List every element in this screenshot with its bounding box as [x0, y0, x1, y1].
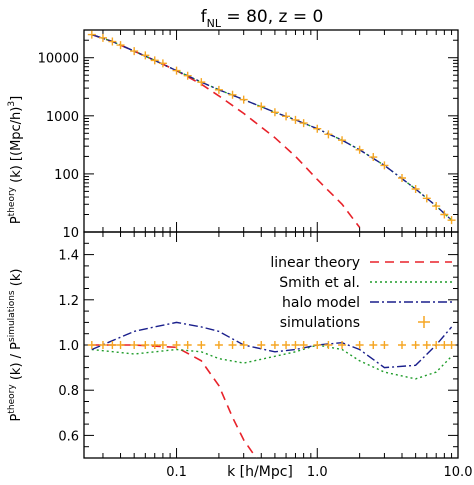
top-sim-point [422, 194, 431, 203]
top-sim-point [87, 30, 96, 39]
bottom-sim-point [447, 341, 456, 349]
bottom-sim-point [130, 341, 139, 349]
top-sim-point [313, 124, 322, 133]
bottom-sim-point [108, 341, 117, 349]
top-sim-point [141, 51, 150, 60]
bottom-line-halo-model [91, 321, 453, 369]
bottom-sim-point [183, 341, 192, 349]
top-sim-point [257, 102, 266, 111]
bottom-sim-point [291, 341, 300, 349]
bottom-sim-point [299, 341, 308, 349]
top-sim-point [172, 66, 181, 75]
top-y-axis-label: Ptheory (k) [(Mpc/h)3] [7, 96, 24, 224]
legend-label: linear theory [270, 255, 360, 271]
top-sim-point [214, 85, 223, 94]
top-sim-point [432, 202, 441, 211]
top-sim-point [324, 130, 333, 139]
bottom-plot-area [87, 321, 456, 458]
top-plot-area [87, 30, 456, 228]
bottom-y-tick-label: 1.0 [58, 339, 79, 354]
svg-text:Ptheory (k) / Psimulations (k): Ptheory (k) / Psimulations (k) [7, 269, 24, 422]
top-sim-point [447, 216, 456, 225]
bottom-sim-point [324, 341, 333, 349]
bottom-sim-point [87, 341, 96, 349]
legend-label: simulations [280, 315, 360, 331]
top-sim-point [270, 108, 279, 117]
top-sim-point [338, 136, 347, 145]
top-y-tick-label: 10000 [38, 52, 79, 67]
x-tick-label: 10.0 [444, 465, 473, 480]
top-sim-point [380, 161, 389, 170]
bottom-sim-point [214, 341, 223, 349]
legend-swatch-simulations [418, 316, 430, 328]
bottom-sim-point [338, 341, 347, 349]
legend-label: Smith et al. [279, 275, 360, 291]
x-tick-label: 1.0 [307, 465, 328, 480]
bottom-sim-point [432, 341, 441, 349]
top-sim-point [355, 145, 364, 154]
bottom-sim-point [380, 341, 389, 349]
top-sim-point [150, 56, 159, 65]
top-sim-point [291, 115, 300, 124]
top-sim-point [108, 37, 117, 46]
top-sim-point [411, 184, 420, 193]
legend-label: halo model [282, 295, 360, 311]
bottom-sim-point [422, 341, 431, 349]
top-sim-point [98, 33, 107, 42]
top-sim-point [116, 41, 125, 50]
top-y-tick-label: 1000 [46, 110, 79, 125]
bottom-sim-point [228, 341, 237, 349]
x-tick-label: 0.1 [166, 465, 187, 480]
top-sim-point [228, 90, 237, 99]
top-sim-point [282, 112, 291, 121]
bottom-y-tick-label: 0.8 [58, 384, 79, 399]
chart-title: fNL = 80, z = 0 [201, 7, 324, 30]
bottom-sim-point [257, 341, 266, 349]
top-sim-point [369, 153, 378, 162]
bottom-sim-point [397, 341, 406, 349]
bottom-line-smith-et-al [91, 344, 453, 380]
bottom-sim-point [239, 341, 248, 349]
bottom-sim-point [172, 341, 181, 349]
bottom-line-linear-theory [91, 344, 257, 458]
top-line-linear-theory [91, 33, 361, 228]
top-sim-point [197, 78, 206, 87]
bottom-sim-point [141, 341, 150, 349]
bottom-sim-point [440, 341, 449, 349]
legend: linear theory Smith et al. halo model simul… [270, 255, 452, 331]
top-sim-point [158, 59, 167, 68]
top-line-smith-et-al [91, 33, 453, 221]
bottom-sim-point [197, 341, 206, 349]
top-y-tick-label: 10 [62, 226, 79, 241]
top-sim-point [440, 210, 449, 219]
bottom-sim-point [116, 341, 125, 349]
x-axis-label: k [h/Mpc] [227, 464, 293, 480]
bottom-sim-point [150, 341, 159, 349]
bottom-sim-point [158, 341, 167, 349]
top-sim-point [397, 174, 406, 183]
svg-text:Ptheory (k) [(Mpc/h)3]: Ptheory (k) [(Mpc/h)3] [7, 96, 24, 224]
top-sim-point [130, 47, 139, 56]
bottom-y-axis-label: Ptheory (k) / Psimulations (k) [7, 269, 24, 422]
bottom-sim-point [98, 341, 107, 349]
top-sim-point [299, 119, 308, 128]
top-sim-point [183, 71, 192, 80]
bottom-sim-point [369, 341, 378, 349]
bottom-sim-point [355, 341, 364, 349]
top-panel-frame [83, 29, 459, 233]
bottom-y-tick-label: 0.6 [58, 429, 79, 444]
bottom-sim-point [270, 341, 279, 349]
top-y-tick-label: 100 [54, 168, 79, 183]
bottom-sim-point [282, 341, 291, 349]
bottom-y-tick-label: 1.4 [58, 249, 79, 264]
top-line-halo-model [91, 33, 453, 221]
bottom-sim-point [411, 341, 420, 349]
top-sim-point [239, 95, 248, 104]
bottom-y-tick-label: 1.2 [58, 294, 79, 309]
bottom-sim-point [313, 341, 322, 349]
